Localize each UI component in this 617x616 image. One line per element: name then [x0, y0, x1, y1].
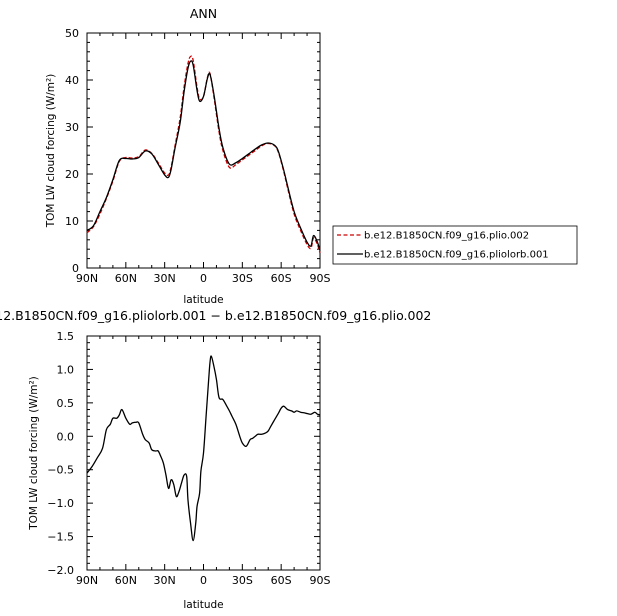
bot-x-tick-label: 60S: [271, 574, 292, 587]
top-ticks: [86, 32, 321, 269]
bot-y-tick-label: −1.5: [47, 531, 74, 544]
top-y-axis-title: TOM LW cloud forcing (W/m²): [45, 74, 57, 229]
top-y-tick-label: 30: [65, 121, 79, 134]
top-panel: ANN 0 10 20 30 40 50 90N 60N 30N 0 30S 60S 90S lati…: [45, 6, 578, 306]
bot-y-tick-label: 1.5: [57, 330, 75, 343]
bot-y-tick-label: −2.0: [47, 564, 74, 577]
top-series-line-1: [86, 60, 321, 251]
bot-y-tick-label: 0.5: [57, 397, 75, 410]
top-plot-frame: [86, 32, 321, 269]
top-x-tick-label: 30N: [154, 272, 176, 285]
bot-x-tick-label: 60N: [115, 574, 137, 587]
bottom-y-tick-labels: −2.0 −1.5 −1.0 −0.5 0.0 0.5 1.0 1.5: [47, 330, 74, 577]
bot-x-tick-label: 90N: [76, 574, 98, 587]
bot-y-tick-label: 1.0: [57, 363, 75, 376]
bottom-chart-title: b.e12.B1850CN.f09_g16.pliolorb.001 − b.e…: [0, 308, 431, 323]
bot-series-line-0: [86, 355, 321, 542]
legend-label-plio: b.e12.B1850CN.f09_g16.plio.002: [364, 231, 529, 242]
top-x-axis-title: latitude: [183, 294, 223, 306]
top-x-tick-label: 90N: [76, 272, 98, 285]
bottom-x-axis-title: latitude: [183, 599, 223, 611]
bottom-y-axis-title: TOM LW cloud forcing (W/m²): [28, 376, 40, 531]
bottom-x-tick-labels: 90N 60N 30N 0 30S 60S 90S: [76, 574, 331, 587]
top-x-tick-label: 90S: [310, 272, 331, 285]
bot-x-tick-label: 0: [200, 574, 207, 587]
bot-y-tick-label: 0.0: [57, 430, 75, 443]
bot-y-tick-label: −0.5: [47, 464, 74, 477]
top-x-tick-label: 30S: [232, 272, 253, 285]
top-x-tick-labels: 90N 60N 30N 0 30S 60S 90S: [76, 272, 331, 285]
bot-x-tick-label: 30S: [232, 574, 253, 587]
bot-x-tick-label: 30N: [154, 574, 176, 587]
top-y-tick-label: 20: [65, 168, 79, 181]
top-y-tick-label: 0: [72, 262, 79, 275]
legend: b.e12.B1850CN.f09_g16.plio.002 b.e12.B18…: [332, 225, 578, 265]
top-x-tick-label: 60N: [115, 272, 137, 285]
top-x-tick-label: 0: [200, 272, 207, 285]
top-y-tick-label: 40: [65, 74, 79, 87]
top-y-tick-label: 50: [65, 27, 79, 40]
bot-x-tick-label: 90S: [310, 574, 331, 587]
legend-box: [332, 225, 578, 265]
bot-y-tick-label: −1.0: [47, 497, 74, 510]
top-chart-title: ANN: [190, 6, 217, 21]
bottom-series-group: [86, 355, 321, 542]
bottom-panel: b.e12.B1850CN.f09_g16.pliolorb.001 − b.e…: [0, 308, 431, 611]
top-series-line-0: [86, 55, 321, 254]
legend-label-pliolorb: b.e12.B1850CN.f09_g16.pliolorb.001: [364, 250, 549, 261]
top-y-tick-labels: 0 10 20 30 40 50: [65, 27, 79, 275]
top-y-tick-label: 10: [65, 215, 79, 228]
top-series-group: [86, 55, 321, 254]
bottom-ticks: [86, 335, 321, 571]
top-x-tick-label: 60S: [271, 272, 292, 285]
